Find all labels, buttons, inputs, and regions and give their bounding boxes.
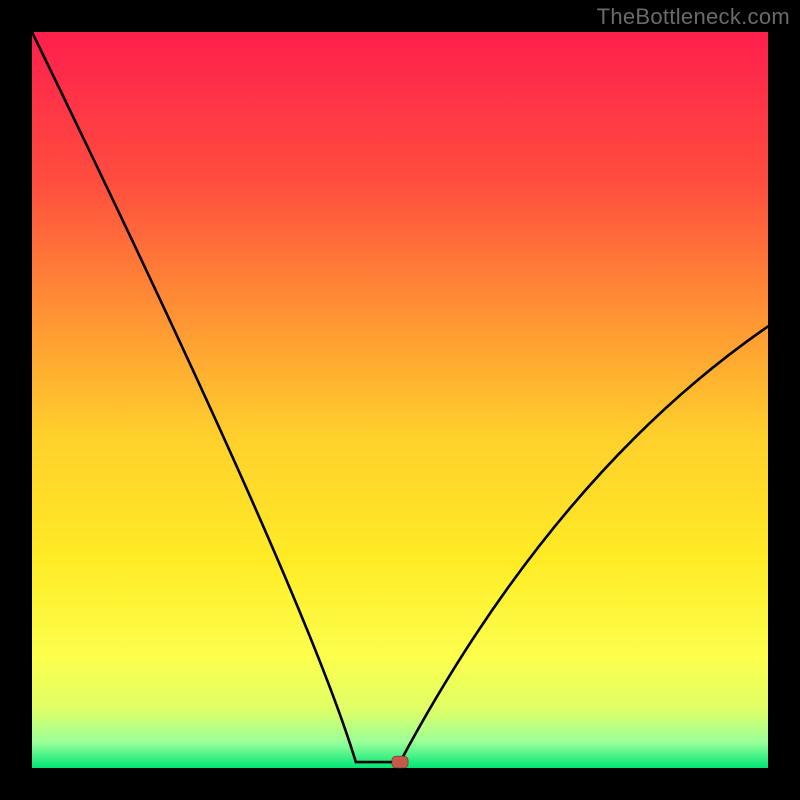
watermark-text: TheBottleneck.com [597,4,790,30]
bottleneck-chart [0,0,800,800]
optimum-marker [392,756,408,768]
plot-background [32,32,768,768]
chart-stage: TheBottleneck.com [0,0,800,800]
